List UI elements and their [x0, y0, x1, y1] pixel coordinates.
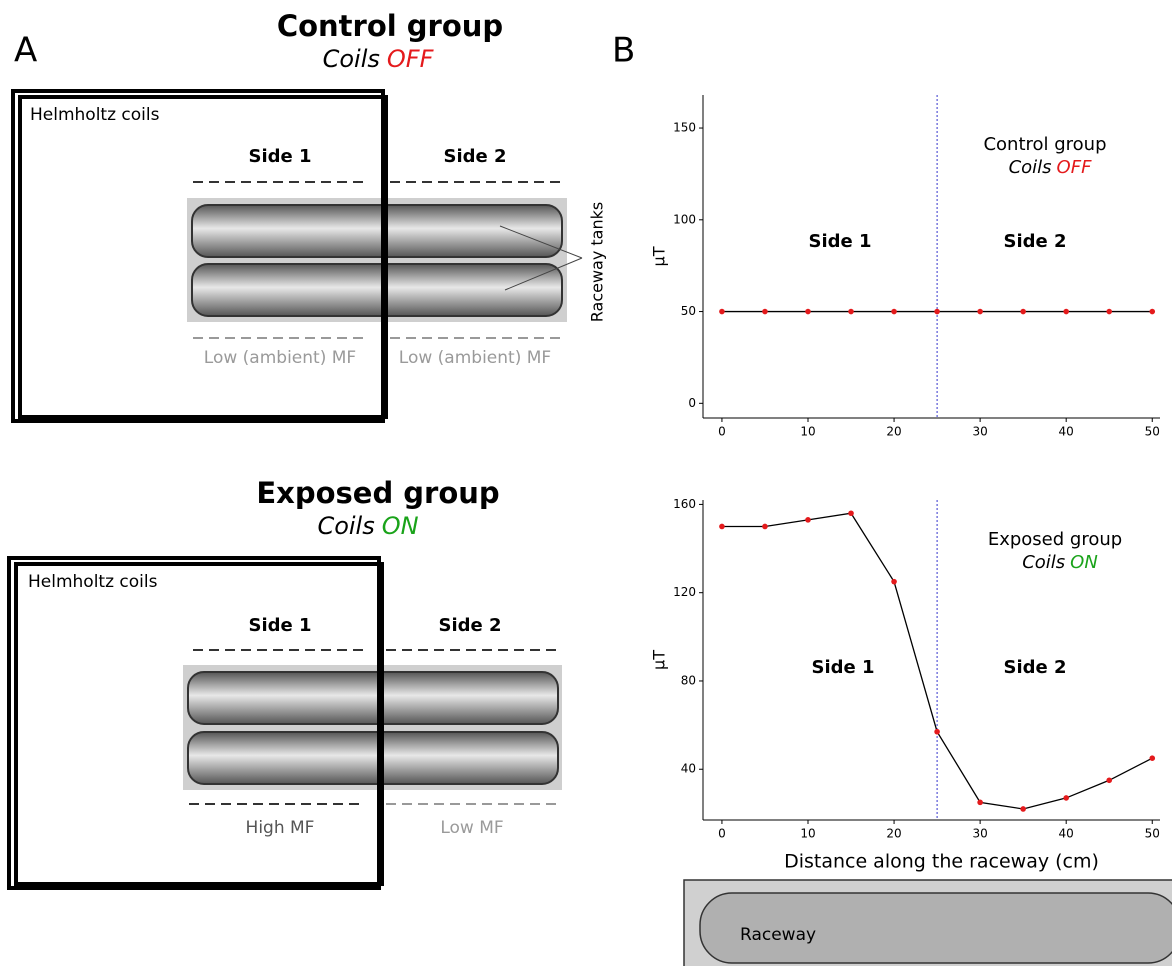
x-tick-label: 0 — [718, 425, 726, 439]
coils-state: OFF — [387, 45, 435, 73]
diagram-title: Control group — [277, 9, 503, 43]
field-label: Low MF — [440, 818, 503, 838]
data-point — [934, 308, 940, 315]
annotation-coils: Coils OFF — [1009, 157, 1092, 178]
coil — [18, 95, 388, 419]
data-point — [891, 578, 897, 585]
x-tick-label: 40 — [1059, 827, 1074, 841]
y-tick-label: 50 — [681, 304, 696, 318]
data-point — [805, 517, 811, 523]
coils-text: Coils — [323, 45, 380, 73]
coil — [7, 556, 381, 890]
coils-state: ON — [1070, 552, 1098, 573]
data-point — [1020, 806, 1026, 812]
panel-label: B — [612, 31, 635, 71]
data-point — [891, 308, 897, 315]
side-label: Side 2 — [1003, 231, 1066, 252]
data-point — [977, 308, 983, 315]
diagram-title: Exposed group — [256, 476, 499, 510]
data-point — [934, 728, 940, 735]
data-point — [762, 308, 768, 315]
y-tick-label: 80 — [681, 673, 696, 687]
x-tick-label: 10 — [800, 425, 815, 439]
data-point — [1063, 795, 1069, 801]
data-point — [1106, 308, 1113, 315]
diagram-exposed: Exposed group Coils ON Helmholtz coils Si… — [7, 476, 562, 890]
coils-text: Coils — [1009, 157, 1052, 178]
tanks-label: Raceway tanks — [588, 202, 607, 322]
y-tick-label: 100 — [673, 212, 696, 226]
tank — [187, 671, 559, 725]
side-label: Side 1 — [811, 657, 874, 678]
annotation-coils: Coils ON — [1022, 552, 1098, 573]
y-tick-label: 160 — [673, 497, 696, 511]
coils-state: OFF — [1057, 157, 1093, 178]
data-point — [1149, 308, 1156, 315]
x-tick-label: 20 — [886, 425, 901, 439]
field-label: High MF — [246, 818, 315, 838]
x-tick-label: 30 — [972, 425, 987, 439]
data-point — [719, 308, 725, 315]
data-point — [805, 308, 811, 315]
field-label: Low (ambient) MF — [204, 348, 356, 368]
y-tick-label: 150 — [673, 121, 696, 135]
coil — [14, 562, 384, 886]
raceway — [699, 892, 1172, 964]
data-point — [762, 523, 768, 530]
side-label: Side 2 — [443, 146, 506, 167]
coil — [11, 89, 385, 423]
x-tick-label: 20 — [886, 827, 901, 841]
x-tick-label: 40 — [1059, 425, 1074, 439]
pointer — [499, 225, 583, 259]
coils-state: ON — [382, 512, 419, 540]
data-point — [1106, 777, 1113, 784]
side-label: Side 1 — [248, 615, 311, 636]
data-point — [1063, 308, 1069, 315]
y-tick-label: 120 — [673, 585, 696, 599]
coil-label: Helmholtz coils — [28, 572, 158, 592]
x-tick-label: 50 — [1145, 425, 1160, 439]
coils-text: Coils — [317, 512, 374, 540]
x-axis-label: Distance along the raceway (cm) — [784, 851, 1099, 873]
y-tick-label: 40 — [681, 762, 696, 776]
data-point — [977, 799, 983, 806]
data-point — [848, 510, 854, 517]
data-point — [1020, 308, 1026, 315]
diagram-subtitle: Coils ON — [317, 512, 418, 540]
tank — [191, 204, 563, 258]
x-tick-label: 50 — [1145, 827, 1160, 841]
coils-text: Coils — [1022, 552, 1065, 573]
side-label: Side 1 — [808, 231, 871, 252]
annotation: Exposed group — [988, 529, 1122, 550]
annotation: Control group — [983, 134, 1106, 155]
side-label: Side 2 — [1003, 657, 1066, 678]
data-point — [1149, 755, 1156, 762]
side-label: Side 1 — [248, 146, 311, 167]
y-axis-label: μT — [650, 246, 669, 266]
y-axis-label: μT — [650, 650, 669, 670]
x-tick-label: 10 — [800, 827, 815, 841]
data-point — [719, 523, 725, 530]
y-tick-label: 0 — [688, 396, 696, 410]
pointer — [504, 257, 583, 291]
x-tick-label: 0 — [718, 827, 726, 841]
x-tick-label: 30 — [972, 827, 987, 841]
coil-label: Helmholtz coils — [30, 105, 160, 125]
tank — [191, 263, 563, 317]
diagram-subtitle: Coils OFF — [323, 45, 435, 73]
data-point — [848, 308, 854, 315]
raceway-label: Raceway — [740, 925, 816, 945]
diagram-control: Control group Coils OFF Helmholtz coils S… — [11, 9, 607, 423]
field-label: Low (ambient) MF — [399, 348, 551, 368]
tank — [187, 731, 559, 785]
side-label: Side 2 — [438, 615, 501, 636]
panel-label: A — [14, 31, 37, 71]
